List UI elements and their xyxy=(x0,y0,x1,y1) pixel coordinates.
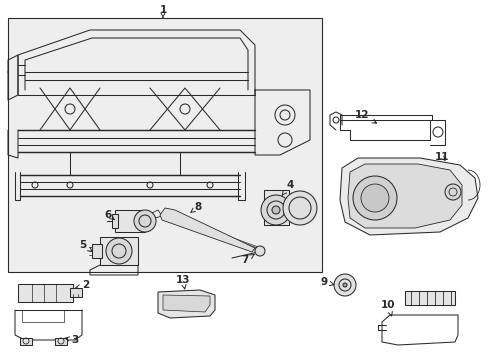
Text: 11: 11 xyxy=(435,152,449,162)
Bar xyxy=(8,18,322,272)
Bar xyxy=(20,338,32,345)
Circle shape xyxy=(106,238,132,264)
Text: 13: 13 xyxy=(176,275,190,289)
Circle shape xyxy=(445,184,461,200)
Bar xyxy=(264,190,289,225)
Bar xyxy=(70,288,82,297)
Polygon shape xyxy=(158,290,215,318)
Text: 1: 1 xyxy=(159,5,167,18)
Text: 2: 2 xyxy=(76,280,90,290)
Bar xyxy=(100,237,138,265)
Circle shape xyxy=(353,176,397,220)
Polygon shape xyxy=(163,295,210,312)
Text: 10: 10 xyxy=(381,300,395,316)
Circle shape xyxy=(283,191,317,225)
Bar xyxy=(22,310,64,322)
Circle shape xyxy=(361,184,389,212)
Text: 3: 3 xyxy=(65,335,78,345)
Circle shape xyxy=(334,274,356,296)
Bar xyxy=(115,210,145,232)
Text: 5: 5 xyxy=(79,240,92,251)
Text: 9: 9 xyxy=(320,277,334,287)
Circle shape xyxy=(255,246,265,256)
Polygon shape xyxy=(340,158,478,235)
Circle shape xyxy=(134,210,156,232)
Bar xyxy=(18,284,73,302)
Circle shape xyxy=(343,283,347,287)
Bar xyxy=(92,244,102,258)
Bar xyxy=(405,291,455,305)
Bar xyxy=(112,214,118,228)
Text: 12: 12 xyxy=(355,110,377,123)
Polygon shape xyxy=(348,164,462,228)
Circle shape xyxy=(272,206,280,214)
Text: 8: 8 xyxy=(191,202,201,212)
Text: 7: 7 xyxy=(241,255,254,265)
Bar xyxy=(55,338,67,345)
Polygon shape xyxy=(160,208,255,252)
Circle shape xyxy=(261,195,291,225)
Text: 6: 6 xyxy=(104,210,115,220)
Text: 4: 4 xyxy=(282,180,294,195)
